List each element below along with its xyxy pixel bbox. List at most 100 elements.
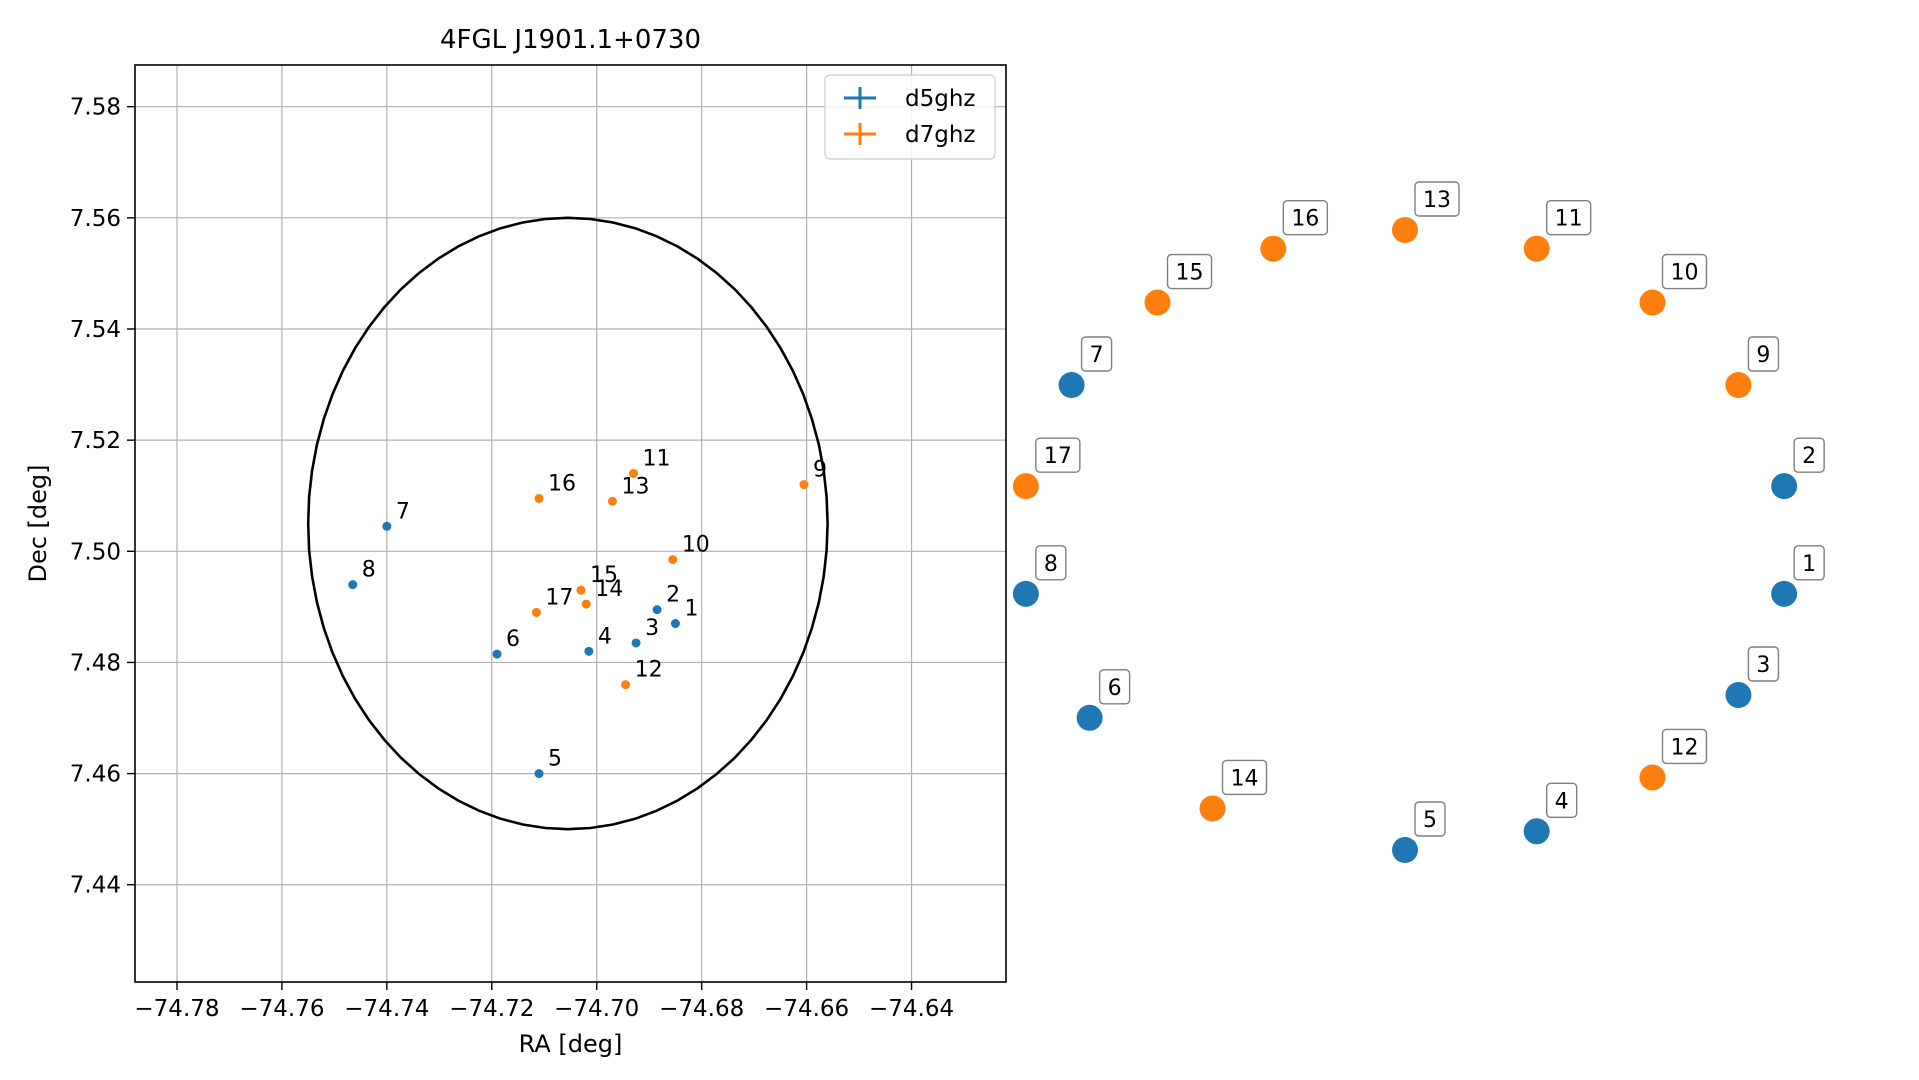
key-label: 12 (1670, 735, 1698, 760)
key-label-box (1661, 728, 1708, 765)
sky-map-panel: 4FGL J1901.1+0730 1234567891011121314151… (24, 25, 1007, 1058)
data-point-d7ghz-9 (799, 480, 809, 490)
key-item-1: 1 (1771, 545, 1825, 607)
data-point-label: 3 (645, 616, 659, 641)
data-point-label: 17 (545, 585, 573, 610)
key-marker-d7ghz-10 (1639, 289, 1666, 316)
x-tick-label: −74.66 (764, 996, 849, 1022)
key-item-16: 16 (1260, 199, 1329, 262)
data-point-label: 11 (642, 446, 670, 471)
key-item-6: 6 (1076, 669, 1131, 731)
y-axis-label: Dec [deg] (24, 464, 52, 582)
key-marker-d5ghz-5 (1392, 837, 1418, 863)
x-axis-label: RA [deg] (519, 1030, 623, 1058)
data-point-d5ghz-4 (584, 646, 594, 656)
legend-box (824, 74, 996, 160)
key-marker-d5ghz-4 (1523, 818, 1550, 845)
data-point-d5ghz-2 (652, 605, 662, 615)
key-marker-d5ghz-8 (1012, 580, 1039, 607)
key-item-11: 11 (1523, 199, 1592, 262)
key-item-2: 2 (1771, 437, 1825, 500)
data-point-label: 9 (813, 458, 827, 483)
key-label: 5 (1423, 808, 1437, 833)
key-label: 16 (1291, 207, 1319, 232)
key-item-7: 7 (1058, 336, 1113, 398)
y-tick-label: 7.48 (70, 650, 121, 676)
key-label: 7 (1090, 343, 1104, 368)
key-label-box (1282, 199, 1329, 236)
key-label: 8 (1044, 552, 1058, 577)
y-tick-label: 7.50 (70, 539, 121, 565)
key-label-box (1661, 253, 1708, 290)
chart-title: 4FGL J1901.1+0730 (440, 25, 701, 55)
x-tick-label: −74.74 (344, 996, 429, 1022)
data-point-d5ghz-5 (534, 769, 544, 779)
key-marker-d5ghz-2 (1771, 473, 1798, 500)
data-point-d7ghz-12 (621, 680, 631, 690)
key-label-box (1414, 801, 1446, 837)
key-marker-d7ghz-15 (1144, 289, 1171, 316)
data-point-label: 16 (548, 471, 576, 496)
key-marker-d7ghz-9 (1725, 372, 1752, 398)
key-label-box (1793, 437, 1825, 473)
key-marker-d7ghz-16 (1260, 235, 1287, 262)
data-point-label: 5 (548, 747, 562, 772)
data-point-label: 10 (682, 533, 710, 558)
x-tick-label: −74.72 (449, 996, 534, 1022)
grid-layer (135, 65, 1006, 982)
data-points-layer (348, 468, 809, 779)
data-point-d5ghz-6 (492, 649, 502, 659)
key-label: 15 (1176, 261, 1204, 286)
data-point-d7ghz-13 (607, 496, 617, 506)
key-label-box (1747, 336, 1780, 372)
key-item-5: 5 (1392, 801, 1446, 863)
data-point-d7ghz-17 (531, 607, 541, 617)
key-label-box (1545, 199, 1592, 236)
data-point-label: 1 (684, 597, 698, 622)
key-label-box (1793, 545, 1825, 581)
key-label-box (1035, 545, 1067, 581)
key-label: 9 (1756, 343, 1770, 368)
y-tick-label: 7.56 (70, 206, 121, 232)
key-label: 3 (1756, 653, 1770, 678)
key-item-10: 10 (1639, 253, 1708, 316)
key-marker-d5ghz-3 (1725, 682, 1752, 708)
key-marker-d7ghz-12 (1639, 764, 1666, 791)
y-tick-label: 7.46 (70, 762, 121, 788)
data-point-label: 7 (396, 499, 410, 524)
data-point-d5ghz-8 (348, 580, 358, 590)
key-label: 17 (1044, 444, 1072, 469)
key-label-box (1545, 782, 1578, 819)
x-ticks-layer: −74.78 −74.76 −74.74 −74.72 −74.70 −74.68 −74.… (134, 982, 954, 1022)
data-point-label: 8 (362, 558, 376, 583)
key-label-box (1098, 669, 1131, 705)
data-point-label: 12 (635, 658, 663, 683)
key-marker-d7ghz-17 (1012, 473, 1039, 500)
y-tick-label: 7.52 (70, 428, 121, 454)
data-point-label: 15 (590, 563, 618, 588)
key-item-3: 3 (1725, 646, 1780, 708)
key-item-17: 17 (1012, 437, 1081, 500)
key-marker-d5ghz-6 (1076, 704, 1103, 731)
key-label-box (1221, 759, 1268, 796)
key-label: 2 (1802, 444, 1816, 469)
x-tick-label: −74.64 (869, 996, 954, 1022)
key-label: 11 (1555, 207, 1583, 232)
data-point-d7ghz-14 (581, 599, 591, 609)
key-marker-d7ghz-13 (1392, 217, 1418, 243)
key-label-box (1035, 437, 1081, 473)
key-marker-d7ghz-14 (1199, 795, 1226, 822)
data-point-label: 2 (666, 583, 680, 608)
data-point-label: 6 (506, 627, 520, 652)
key-label: 10 (1670, 261, 1698, 286)
key-label: 13 (1423, 188, 1451, 213)
data-point-d7ghz-10 (668, 555, 678, 565)
key-marker-d7ghz-11 (1523, 235, 1550, 262)
key-label: 1 (1802, 552, 1816, 577)
y-tick-label: 7.58 (70, 95, 121, 121)
key-label: 14 (1231, 766, 1259, 791)
key-item-9: 9 (1725, 336, 1780, 398)
